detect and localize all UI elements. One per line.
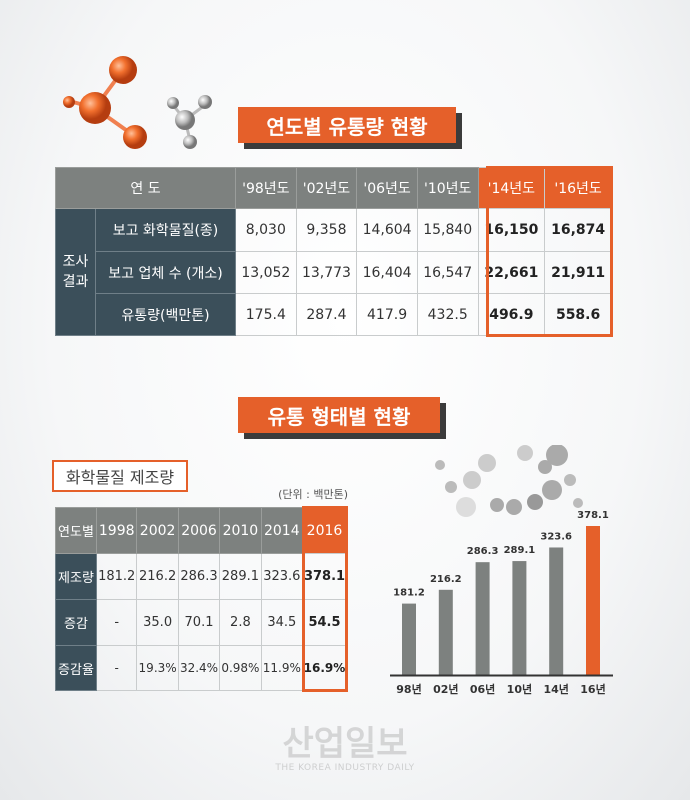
production-table: 연도별 1998 2002 2006 2010 2014 2016 제조량 18… — [55, 507, 347, 691]
bar — [438, 589, 453, 675]
section2-title: 유통 형태별 현황 — [238, 397, 440, 433]
x-tick-label: 06년 — [470, 682, 495, 696]
subtitle-box: 화학물질 제조량 — [52, 460, 188, 492]
cell: 21,911 — [544, 251, 612, 294]
section1-title: 연도별 유통량 현황 — [238, 107, 456, 143]
bar — [512, 561, 527, 675]
year-col: 2014 — [260, 507, 304, 554]
cell: 54.5 — [302, 599, 347, 646]
bar — [475, 562, 490, 675]
x-tick-label: 16년 — [580, 682, 605, 696]
cell: 16,150 — [477, 208, 546, 252]
cell: 16,874 — [544, 208, 612, 252]
cell: 286.3 — [177, 553, 221, 600]
year-col: 2006 — [177, 507, 221, 554]
row-label: 증감율 — [55, 645, 97, 691]
year-col: '16년도 — [544, 167, 612, 209]
data-label: 216.2 — [430, 574, 462, 585]
x-tick-label: 98년 — [396, 682, 421, 696]
bar — [402, 603, 416, 675]
cell: 175.4 — [235, 293, 297, 336]
cell: 34.5 — [260, 599, 304, 646]
cell: 15,840 — [416, 208, 479, 252]
cell: 22,661 — [477, 251, 546, 294]
row-label: 보고 업체 수 (개소) — [95, 251, 236, 294]
cell: 16,547 — [416, 251, 479, 294]
cell: 13,052 — [235, 251, 297, 294]
cell: - — [95, 599, 138, 646]
molecule-illustration — [63, 56, 212, 149]
year-col: 2002 — [136, 507, 179, 554]
year-col: 2016 — [302, 507, 347, 554]
cell: 16.9% — [302, 645, 347, 691]
row-label: 유통량(백만톤) — [95, 293, 236, 336]
distribution-table: 연 도 '98년도 '02년도 '06년도 '10년도 '14년도 '16년도 … — [55, 167, 612, 336]
cell: 11.9% — [260, 645, 304, 691]
cell: 2.8 — [219, 599, 262, 646]
row-label: 보고 화학물질(종) — [95, 208, 236, 252]
cell: 181.2 — [95, 553, 138, 600]
data-label: 286.3 — [467, 546, 499, 557]
unit-label: (단위 : 백만톤) — [278, 488, 348, 501]
watermark: 산업일보 THE KOREA INDUSTRY DAILY — [265, 725, 425, 773]
x-tick-label: 02년 — [433, 682, 458, 696]
cell: 323.6 — [260, 553, 304, 600]
bar — [586, 526, 600, 675]
cell: 13,773 — [295, 251, 358, 294]
watermark-logo: 산업일보 — [282, 724, 408, 764]
year-col: '10년도 — [416, 167, 479, 209]
year-col: '02년도 — [295, 167, 358, 209]
bar — [549, 547, 564, 675]
cell: 216.2 — [136, 553, 179, 600]
cell: 9,358 — [295, 208, 358, 252]
cell: 378.1 — [302, 553, 347, 600]
x-tick-label: 14년 — [543, 682, 568, 696]
year-col: 1998 — [95, 507, 138, 554]
cell: 35.0 — [136, 599, 179, 646]
cell: 417.9 — [356, 293, 418, 336]
year-col: '14년도 — [477, 167, 546, 209]
year-col: 2010 — [219, 507, 262, 554]
watermark-subtext: THE KOREA INDUSTRY DAILY — [275, 763, 415, 773]
data-label: 323.6 — [540, 531, 572, 542]
cell: 496.9 — [477, 293, 546, 336]
cell: 432.5 — [416, 293, 479, 336]
cell: 14,604 — [356, 208, 418, 252]
cell: 0.98% — [219, 645, 262, 691]
x-tick-label: 10년 — [507, 682, 532, 696]
year-header: 연도별 — [55, 507, 97, 554]
cell: 19.3% — [136, 645, 179, 691]
year-col: '98년도 — [235, 167, 297, 209]
data-label: 289.1 — [504, 545, 536, 556]
data-label: 378.1 — [577, 510, 609, 521]
cell: 289.1 — [219, 553, 262, 600]
cell: 32.4% — [177, 645, 221, 691]
cell: 8,030 — [235, 208, 297, 252]
cell: 70.1 — [177, 599, 221, 646]
dots-illustration — [435, 445, 583, 517]
row-label: 증감 — [55, 599, 97, 646]
cell: - — [95, 645, 138, 691]
year-header: 연 도 — [55, 167, 236, 209]
year-col: '06년도 — [356, 167, 418, 209]
production-bar-chart: 181.2 98년 216.2 02년 286.3 06년 289.1 10년 323.6 14년… — [390, 510, 613, 696]
data-label: 181.2 — [393, 588, 425, 599]
row-label: 제조량 — [55, 553, 97, 600]
cell: 558.6 — [544, 293, 612, 336]
cell: 16,404 — [356, 251, 418, 294]
cell: 287.4 — [295, 293, 358, 336]
group-label: 조사결과 — [55, 208, 96, 336]
